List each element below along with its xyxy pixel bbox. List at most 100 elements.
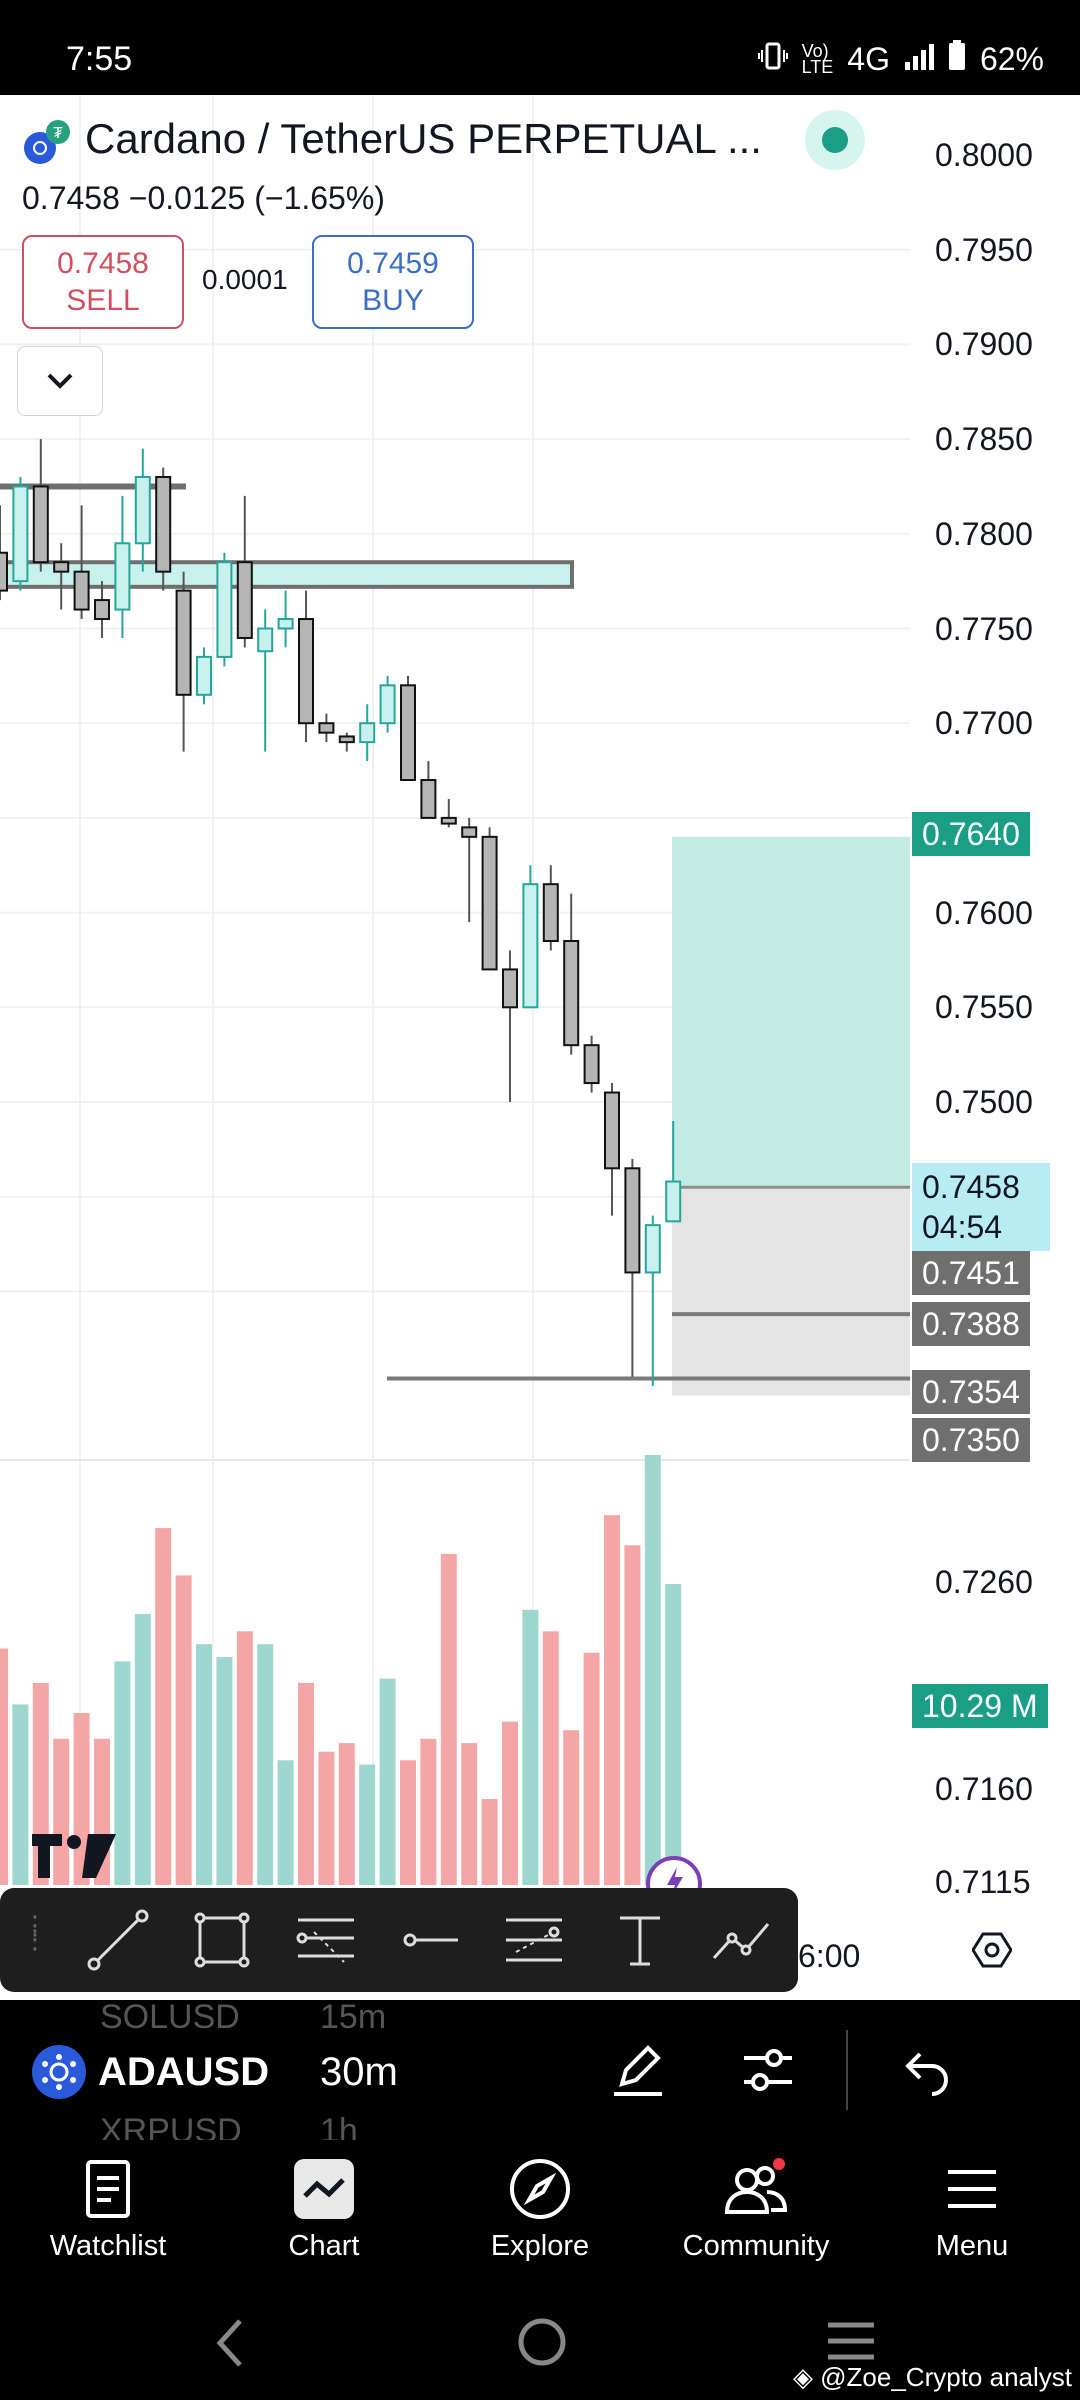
symbol-title[interactable]: Cardano / TetherUS PERPETUAL ... — [85, 115, 762, 162]
sell-label: SELL — [66, 284, 140, 317]
status-bar: 7:55 Vo) LTE 4G 62% — [0, 0, 1080, 95]
sell-button[interactable]: 0.7458 SELL — [22, 235, 184, 329]
profit-zone — [672, 836, 910, 1188]
buy-label: BUY — [362, 284, 424, 317]
nav-menu[interactable]: Menu — [892, 2158, 1052, 2263]
chevron-down-icon — [47, 373, 73, 389]
candle-body — [73, 570, 90, 611]
current-symbol[interactable]: ADAUSD — [98, 2050, 270, 2094]
network-type: 4G — [847, 40, 890, 77]
volume-bar — [338, 1743, 355, 1885]
prev-symbol[interactable]: SOLUSD — [100, 1998, 240, 2036]
volume-bar — [53, 1738, 70, 1885]
trend-line-icon[interactable] — [86, 1908, 150, 1972]
bar-countdown: 04:54 — [922, 1209, 1003, 1245]
pencil-icon[interactable] — [608, 2040, 668, 2100]
candle-body — [481, 835, 498, 971]
candle-body — [196, 655, 212, 696]
price-axis-label: 0.7500 — [935, 1084, 1033, 1120]
candle-body — [175, 589, 192, 696]
symbol-bar[interactable]: SOLUSD 15m ADAUSD 30m XRPUSD 1h — [0, 1998, 1080, 2150]
chart-icon — [294, 2159, 354, 2219]
candle-body — [155, 475, 172, 573]
volume-bar — [542, 1631, 559, 1885]
volume-bar — [604, 1515, 620, 1885]
candle-body — [114, 542, 131, 611]
volume-bar — [665, 1584, 682, 1885]
price-axis-label: 0.7900 — [935, 326, 1033, 363]
candle-body — [522, 883, 539, 1009]
collapse-header-button[interactable] — [17, 346, 103, 416]
sell-price: 0.7458 — [57, 246, 149, 280]
settings-sliders-icon[interactable] — [738, 2040, 798, 2100]
candle-body — [12, 485, 29, 583]
back-icon[interactable] — [210, 2315, 250, 2371]
pitchfork-icon[interactable] — [502, 1908, 566, 1972]
coin-logo-icon: ₮ — [22, 118, 72, 173]
candle-body — [583, 1044, 600, 1085]
vibrate-icon — [757, 41, 788, 78]
candle-body — [604, 1091, 620, 1170]
resistance-zone — [0, 560, 574, 589]
drag-handle-icon[interactable]: ⋮ ⋮ — [22, 1910, 48, 1954]
candlestick-chart[interactable] — [0, 95, 1080, 2000]
candle-body — [298, 618, 314, 725]
price-axis-label: 0.8000 — [935, 137, 1033, 173]
system-navigation[interactable] — [0, 2285, 1080, 2400]
candle-body — [665, 1180, 682, 1223]
price-axis-label: 0.7750 — [935, 610, 1033, 647]
home-icon[interactable] — [515, 2315, 569, 2369]
fib-retracement-icon[interactable] — [294, 1908, 358, 1972]
nav-community-label: Community — [682, 2230, 830, 2262]
candle-body — [257, 627, 274, 653]
volume-bar — [175, 1575, 192, 1885]
candle-body — [277, 618, 294, 630]
drawing-toolbar[interactable]: ⋮ ⋮ — [0, 1888, 798, 1992]
market-status-icon[interactable] — [805, 110, 865, 170]
buy-price: 0.7459 — [347, 246, 439, 280]
nav-explore[interactable]: Explore — [460, 2158, 620, 2263]
chart-area[interactable] — [0, 95, 1080, 2000]
horizontal-line-icon[interactable] — [400, 1908, 464, 1972]
current-interval[interactable]: 30m — [320, 2050, 398, 2094]
price-tag-level3: 0.7354 — [912, 1370, 1030, 1414]
volume-bar — [134, 1614, 151, 1885]
binance-logo-icon: ◈ — [792, 2362, 821, 2392]
signal-icon — [904, 41, 934, 78]
cardano-logo-icon — [32, 2045, 86, 2104]
nav-chart[interactable]: Chart — [244, 2158, 404, 2263]
stop-zone — [672, 1187, 910, 1396]
text-tool-icon[interactable] — [608, 1908, 672, 1972]
volume-bar — [359, 1764, 376, 1885]
price-axis-label: 0.7600 — [935, 894, 1033, 931]
candle-body — [216, 561, 233, 658]
undo-icon[interactable] — [900, 2044, 954, 2098]
current-price-tag: 0.7458 04:54 — [912, 1163, 1050, 1251]
nav-community[interactable]: Community — [676, 2158, 836, 2263]
volume-bar — [155, 1528, 172, 1885]
candle-body — [542, 883, 559, 943]
nav-watchlist[interactable]: Watchlist — [28, 2158, 188, 2263]
volume-bar — [481, 1799, 498, 1885]
volume-bar — [236, 1631, 253, 1885]
watermark-credit: ◈ @Zoe_Crypto analyst — [793, 2362, 1072, 2393]
volume-bar — [400, 1760, 416, 1885]
prev-interval[interactable]: 15m — [320, 1998, 387, 2036]
chart-settings-icon[interactable] — [971, 1930, 1013, 1975]
volume-bar — [277, 1760, 294, 1885]
spread-value: 0.0001 — [202, 264, 288, 295]
status-icons: Vo) LTE 4G 62% — [757, 40, 1044, 78]
price-axis-label: 0.7160 — [935, 1770, 1033, 1807]
candle-body — [624, 1167, 641, 1274]
volume-bar — [440, 1553, 457, 1885]
volume-bar — [257, 1644, 274, 1885]
volume-tag: 10.29 M — [912, 1684, 1048, 1728]
candle-body — [563, 940, 580, 1047]
path-tool-icon[interactable] — [710, 1908, 774, 1972]
buy-button[interactable]: 0.7459 BUY — [312, 235, 474, 329]
recents-icon[interactable] — [826, 2319, 876, 2363]
hamburger-menu-icon — [948, 2170, 996, 2208]
candle-body — [338, 735, 355, 744]
rectangle-icon[interactable] — [190, 1908, 254, 1972]
bottom-navigation[interactable]: Watchlist Chart Explore Community Menu — [0, 2140, 1080, 2285]
